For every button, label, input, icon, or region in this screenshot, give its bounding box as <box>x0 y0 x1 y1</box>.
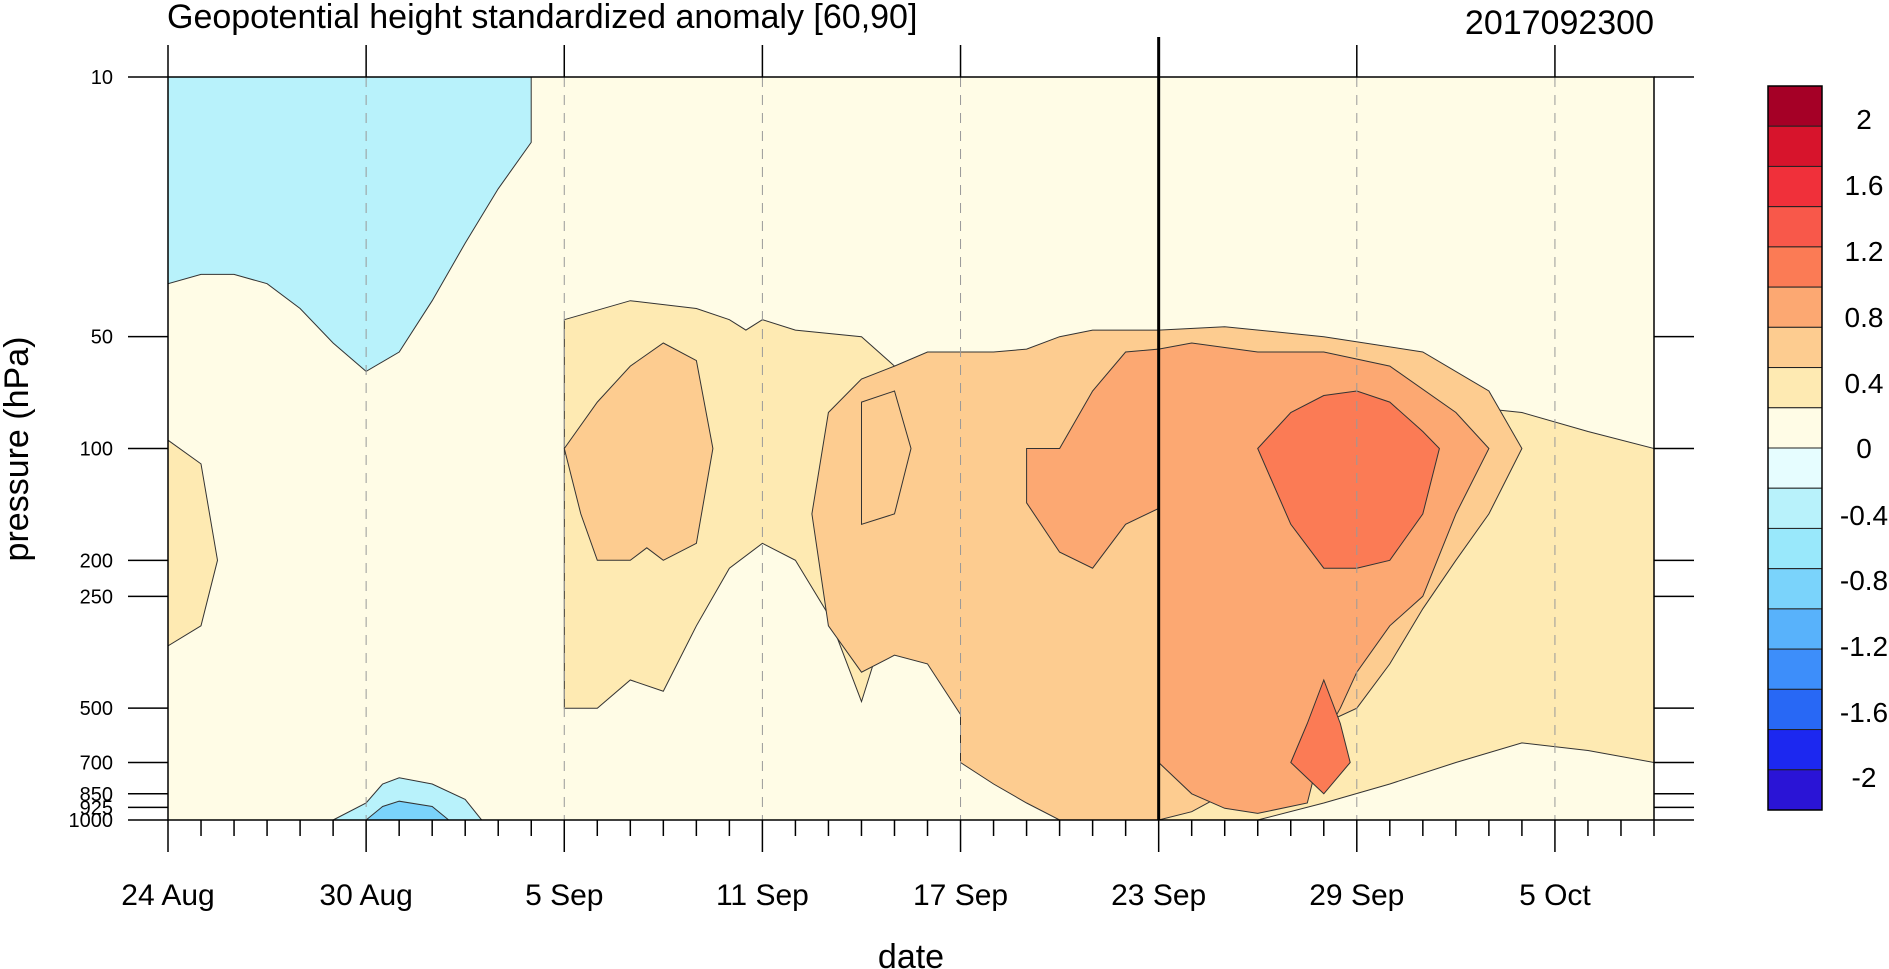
plot-area <box>167 37 1655 821</box>
colorbar-swatch <box>1767 165 1823 208</box>
colorbar-swatch <box>1767 568 1823 610</box>
colorbar-swatch <box>1767 447 1823 489</box>
colorbar-swatch <box>1767 608 1823 650</box>
x-tick-label: 11 Sep <box>716 879 809 912</box>
contour-region <box>1290 678 1351 795</box>
contour-region <box>332 777 483 821</box>
contour-region <box>861 390 912 525</box>
colorbar-swatch <box>1767 206 1823 248</box>
contour-layer <box>167 76 1655 821</box>
colorbar-swatch <box>1767 688 1823 731</box>
colorbar-label: 1.2 <box>1845 236 1884 267</box>
y-tick-label: 850 <box>80 784 113 806</box>
colorbar-label: -1.6 <box>1840 697 1888 728</box>
colorbar: 2 1.6 1.2 0.8 0.4 0 -0.4 -0.8 -1.2 -1.6 -2 <box>1767 85 1888 811</box>
y-tick-label: 200 <box>80 550 113 572</box>
y-axis-label: pressure (hPa) <box>0 337 36 562</box>
colorbar-label: -0.4 <box>1840 500 1888 531</box>
x-tick-label: 5 Sep <box>525 879 603 912</box>
y-tick-label: 1000 <box>69 810 114 832</box>
x-tick-label: 24 Aug <box>121 879 214 912</box>
colorbar-swatch <box>1767 246 1823 288</box>
colorbar-label: 2 <box>1856 104 1872 135</box>
y-tick-label: 925 <box>80 797 113 819</box>
x-tick-label: 30 Aug <box>319 879 412 912</box>
colorbar-swatch <box>1767 769 1823 811</box>
y-tick-label: 10 <box>91 67 113 89</box>
colorbar-label: 0.4 <box>1845 368 1884 399</box>
colorbar-label: 1.6 <box>1845 170 1884 201</box>
colorbar-label: -2 <box>1852 762 1877 793</box>
colorbar-swatch <box>1767 487 1823 529</box>
colorbar-swatch <box>1767 326 1823 369</box>
colorbar-frame <box>1767 85 1823 811</box>
colorbar-swatch <box>1767 729 1823 771</box>
colorbar-swatch <box>1767 85 1823 127</box>
x-tick-label: 29 Sep <box>1309 879 1404 912</box>
colorbar-swatch <box>1767 286 1823 328</box>
colorbar-swatch <box>1767 648 1823 690</box>
y-tick-label: 500 <box>80 698 113 720</box>
y-tick-label: 250 <box>80 586 113 608</box>
x-tick-label: 23 Sep <box>1111 879 1206 912</box>
colorbar-swatch <box>1767 367 1823 409</box>
colorbar-label: 0.8 <box>1845 302 1884 333</box>
x-tick-label: 17 Sep <box>913 879 1008 912</box>
colorbar-swatch <box>1767 125 1823 167</box>
colorbar-label: -0.8 <box>1840 565 1888 596</box>
x-tick-label: 5 Oct <box>1519 879 1591 912</box>
x-axis-label: date <box>878 938 944 969</box>
colorbar-label: 0 <box>1856 433 1872 464</box>
y-tick-label: 50 <box>91 327 113 349</box>
contour-region <box>1026 348 1160 569</box>
contour-region <box>1257 390 1440 569</box>
colorbar-swatch <box>1767 527 1823 570</box>
contour-region <box>563 342 714 561</box>
x-axis: 24 Aug 30 Aug 5 Sep 11 Sep 17 Sep 23 Sep 29 Se… <box>121 45 1655 912</box>
timestamp-label: 2017092300 <box>1465 4 1654 42</box>
y-tick-label: 700 <box>80 752 113 774</box>
chart-title: Geopotential height standardized anomaly… <box>167 0 917 36</box>
colorbar-label: -1.2 <box>1840 631 1888 662</box>
y-tick-label: 100 <box>80 439 113 461</box>
colorbar-swatch <box>1767 407 1823 449</box>
